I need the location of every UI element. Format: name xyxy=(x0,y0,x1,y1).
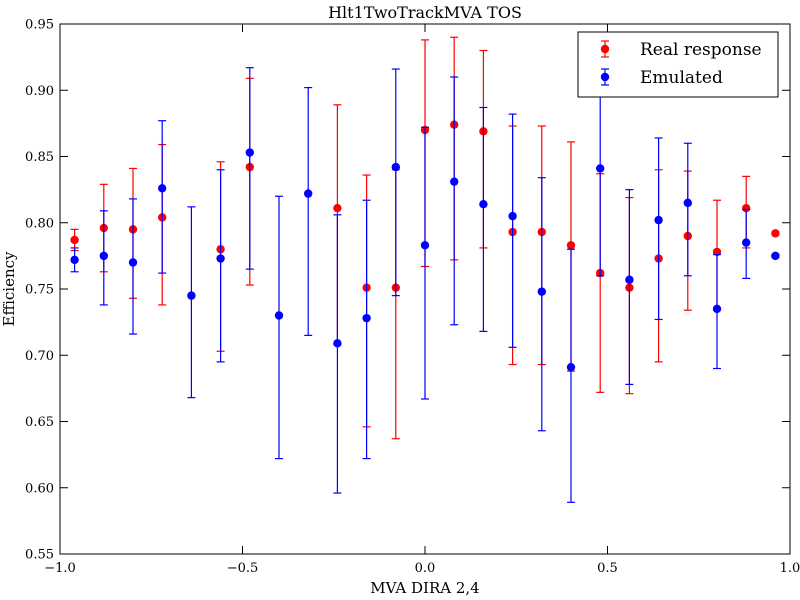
y-tick-label: 0.90 xyxy=(25,84,54,99)
data-point xyxy=(216,254,225,263)
x-tick-label: 0.5 xyxy=(597,561,618,576)
data-point xyxy=(596,164,605,173)
data-point xyxy=(771,229,780,238)
data-point xyxy=(70,235,79,245)
legend-label: Emulated xyxy=(640,68,723,88)
data-point xyxy=(333,339,342,348)
data-point xyxy=(479,200,488,209)
legend-entry: Real response xyxy=(600,40,762,60)
data-point xyxy=(742,238,751,247)
plot-frame xyxy=(59,23,791,555)
data-point xyxy=(70,255,79,265)
y-axis-label: Efficiency xyxy=(0,251,18,327)
y-tick-label: 0.60 xyxy=(25,481,54,496)
data-point xyxy=(158,184,167,193)
data-point xyxy=(683,198,692,208)
data-point xyxy=(566,241,576,250)
legend-marker xyxy=(600,72,610,82)
y-tick-label: 0.75 xyxy=(25,283,54,298)
data-point xyxy=(362,313,371,323)
data-point xyxy=(625,275,634,284)
data-point xyxy=(771,251,780,261)
data-point xyxy=(420,241,430,250)
data-point xyxy=(274,311,284,320)
data-point xyxy=(391,162,400,172)
data-point xyxy=(537,287,546,296)
axis-ticks: −1.0 −0.5 0.0 0.5 1.0 0.55 0.60 0.65 0.70 0.75 0.8… xyxy=(25,18,800,577)
data-marks xyxy=(70,36,780,503)
data-point xyxy=(333,203,342,213)
x-tick-label: −0.5 xyxy=(227,561,259,576)
data-point xyxy=(304,189,313,198)
legend-marker xyxy=(600,44,610,54)
legend: Real response Emulated xyxy=(577,31,779,98)
x-tick-label: −1.0 xyxy=(44,561,76,576)
data-point xyxy=(654,215,663,225)
data-point xyxy=(712,304,722,314)
y-tick-label: 0.65 xyxy=(25,415,54,430)
x-axis-label: MVA DIRA 2,4 xyxy=(370,579,479,597)
data-point xyxy=(742,203,751,213)
data-point xyxy=(99,251,109,261)
y-tick-label: 0.55 xyxy=(25,548,54,563)
data-point xyxy=(128,258,138,267)
data-point xyxy=(508,211,517,221)
legend-box xyxy=(577,31,779,98)
y-tick-label: 0.95 xyxy=(25,18,54,33)
data-point xyxy=(245,148,254,157)
y-tick-label: 0.80 xyxy=(25,216,54,231)
y-tick-label: 0.70 xyxy=(25,349,54,364)
data-point xyxy=(566,362,576,372)
data-point xyxy=(450,177,459,186)
series-emulated xyxy=(70,67,780,503)
x-tick-label: 0.0 xyxy=(415,561,436,576)
x-tick-label: 1.0 xyxy=(780,561,800,576)
legend-entry: Emulated xyxy=(600,68,723,88)
legend-label: Real response xyxy=(640,40,762,60)
y-tick-label: 0.85 xyxy=(25,150,54,165)
chart-title: Hlt1TwoTrackMVA TOS xyxy=(328,3,522,22)
data-point xyxy=(187,291,196,300)
